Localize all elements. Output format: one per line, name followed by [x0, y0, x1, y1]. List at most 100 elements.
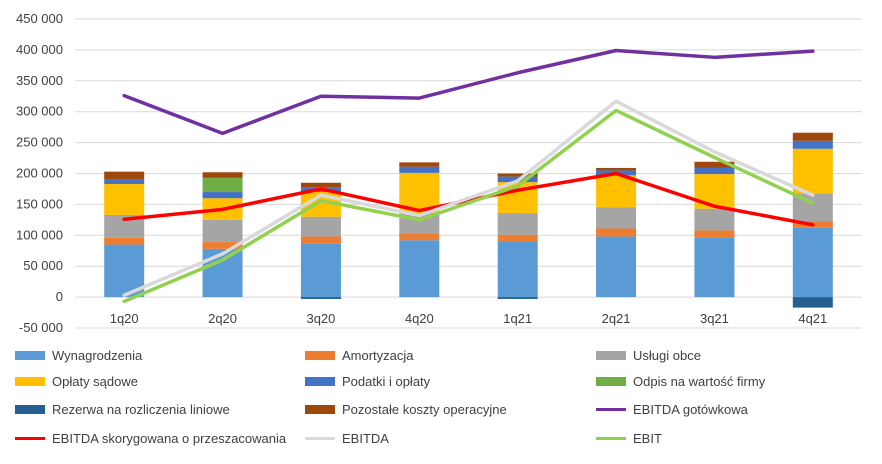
bar-segment [399, 240, 440, 298]
legend-label: EBITDA [342, 430, 389, 446]
bar-segment [596, 228, 637, 237]
x-tick-label: 2q20 [208, 311, 237, 326]
legend-swatch [305, 436, 335, 440]
bar-segment [202, 248, 243, 298]
bar-segment [694, 230, 735, 238]
bar-segment [104, 179, 145, 185]
legend-swatch [15, 376, 45, 386]
legend-label: Odpis na wartość firmy [633, 373, 766, 389]
series-line [122, 171, 815, 227]
legend-swatch [596, 436, 626, 440]
legend-swatch [596, 376, 626, 386]
y-tick-label: 350 000 [16, 73, 63, 88]
legend-item: Amortyzacja [305, 346, 414, 364]
chart-legend: Wynagrodzenia Amortyzacja Usługi obce Opłat… [0, 338, 882, 464]
x-tick-label: 4q20 [405, 311, 434, 326]
bar-segment [202, 172, 243, 178]
legend-item: Rezerwa na rozliczenia liniowe [15, 400, 230, 418]
bar-segment [694, 237, 735, 298]
bar-segment [300, 216, 341, 237]
y-tick-label: 250 000 [16, 135, 63, 150]
bar-segment [792, 132, 833, 141]
legend-item: Wynagrodzenia [15, 346, 142, 364]
legend-swatch [305, 404, 335, 414]
legend-swatch [305, 350, 335, 360]
legend-label: Pozostałe koszty operacyjne [342, 401, 507, 417]
legend-swatch [596, 350, 626, 360]
legend-label: Podatki i opłaty [342, 373, 431, 389]
x-tick-label: 1q21 [503, 311, 532, 326]
legend-label: Amortyzacja [342, 347, 414, 363]
legend-label: Wynagrodzenia [52, 347, 143, 363]
y-tick-label: 150 000 [16, 196, 63, 211]
bar-segment [399, 166, 440, 173]
bar-segment [694, 208, 735, 231]
bar-segment [300, 243, 341, 298]
bar-segment [202, 192, 243, 199]
bar-segment [497, 241, 538, 298]
bar-segment [497, 213, 538, 235]
series-line [122, 108, 815, 304]
y-tick-label: 300 000 [16, 104, 63, 119]
legend-swatch [15, 436, 45, 440]
bar-segment [104, 214, 145, 238]
series-line [122, 99, 815, 297]
x-tick-label: 3q21 [700, 311, 729, 326]
legend-item: EBITDA skorygowana o przeszacowania [15, 429, 286, 447]
legend-label: Usługi obce [633, 347, 701, 363]
legend-item: Opłaty sądowe [15, 372, 138, 390]
bar-segment [300, 297, 341, 299]
bar-segment [497, 297, 538, 299]
bar-segment [202, 219, 243, 243]
legend-label: EBIT [633, 430, 662, 446]
legend-label: EBITDA gotówkowa [633, 401, 748, 417]
bar-segment [399, 162, 440, 167]
bar-segment [694, 174, 735, 209]
y-tick-label: 0 [56, 289, 63, 304]
bar-segment [300, 182, 341, 188]
y-tick-label: -50 000 [19, 320, 63, 335]
bar-segment [792, 140, 833, 149]
bar-segment [300, 236, 341, 244]
legend-item: Usługi obce [596, 346, 701, 364]
bar-segment [497, 234, 538, 242]
bar-segment [792, 227, 833, 298]
bar-segment [399, 233, 440, 241]
x-tick-label: 4q21 [798, 311, 827, 326]
legend-swatch [596, 407, 626, 411]
legend-swatch [305, 376, 335, 386]
bar-segment [792, 297, 833, 308]
y-tick-label: 100 000 [16, 227, 63, 242]
bar-segment [104, 237, 145, 245]
bar-segment [694, 161, 735, 168]
legend-swatch [15, 404, 45, 414]
x-tick-label: 2q21 [602, 311, 631, 326]
bar-segment [497, 173, 538, 177]
chart-plot: -50 000 0 50 000 100 000 150 000 200 000 250 0… [16, 11, 862, 335]
legend-item: EBITDA [305, 429, 389, 447]
legend-item: Podatki i opłaty [305, 372, 430, 390]
legend-item: EBITDA gotówkowa [596, 400, 748, 418]
series-line [122, 48, 815, 136]
legend-label: Opłaty sądowe [52, 373, 138, 389]
bar-segment [104, 171, 145, 180]
bar-segment [104, 184, 145, 215]
bar-segment [202, 242, 243, 249]
legend-swatch [15, 350, 45, 360]
legend-label: EBITDA skorygowana o przeszacowania [52, 430, 287, 446]
y-tick-label: 200 000 [16, 166, 63, 181]
bar-segment [596, 236, 637, 298]
legend-item: Pozostałe koszty operacyjne [305, 400, 507, 418]
bar-segment [596, 175, 637, 208]
legend-item: Odpis na wartość firmy [596, 372, 765, 390]
y-tick-label: 400 000 [16, 42, 63, 57]
x-tick-label: 1q20 [110, 311, 139, 326]
y-tick-label: 450 000 [16, 11, 63, 26]
bar-segment [694, 167, 735, 175]
bar-segment [596, 167, 637, 171]
legend-item: EBIT [596, 429, 662, 447]
bar-segment [596, 207, 637, 229]
x-tick-label: 3q20 [306, 311, 335, 326]
bar-segment [792, 148, 833, 194]
